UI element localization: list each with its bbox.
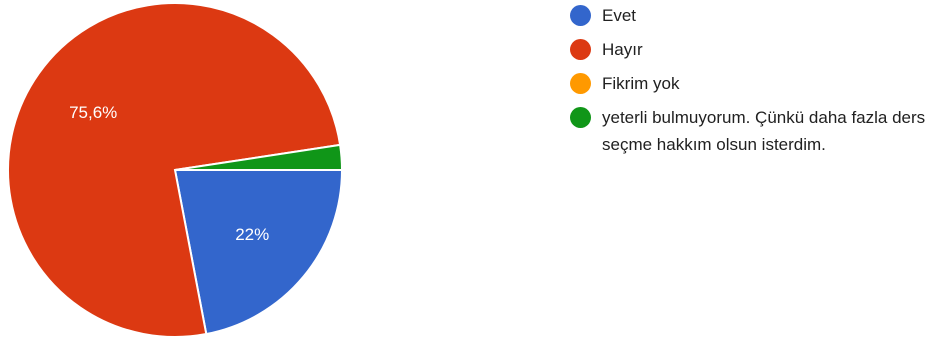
pie-slice-yeterli-bulmuyorum-nk[interactable] — [174, 143, 344, 171]
legend-swatch — [570, 107, 591, 128]
pie-slice-hay-r[interactable] — [7, 2, 342, 338]
legend-swatch — [570, 5, 591, 26]
legend-item-yeterli-bulmuyorum-nk[interactable]: yeterli bulmuyorum. Çünkü daha fazla der… — [570, 104, 936, 158]
pie-slice-evet[interactable] — [173, 169, 344, 336]
legend-label: Hayır — [602, 40, 643, 59]
legend-label: yeterli bulmuyorum. Çünkü daha fazla der… — [602, 108, 926, 154]
pie-chart: 22% 75,6% — [7, 2, 344, 338]
legend-item-fikrim-yok[interactable]: Fikrim yok — [570, 70, 936, 97]
legend-item-hay-r[interactable]: Hayır — [570, 36, 936, 63]
legend-label: Fikrim yok — [602, 74, 680, 93]
legend-swatch — [570, 39, 591, 60]
slice-label-hay-r: 75,6% — [69, 103, 117, 122]
legend-label: Evet — [602, 6, 637, 25]
legend-item-evet[interactable]: Evet — [570, 2, 936, 29]
legend-swatch — [570, 73, 591, 94]
legend: Evet Hayır Fikrim yok yeterli bulmuyorum. Ç… — [570, 2, 936, 165]
slice-label-evet: 22% — [235, 225, 269, 244]
